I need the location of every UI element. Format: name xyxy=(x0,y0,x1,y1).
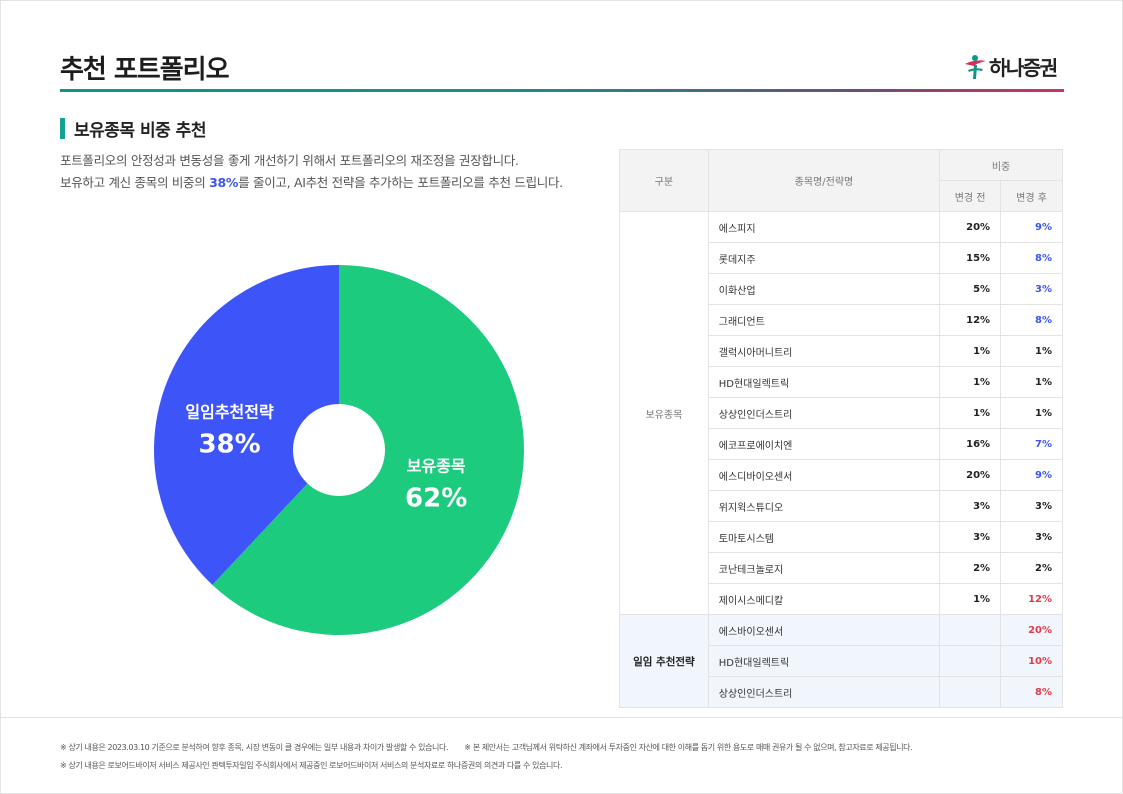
weight-after: 1% xyxy=(1000,397,1063,429)
donut-hole xyxy=(293,404,385,496)
weight-before: 1% xyxy=(939,583,1002,615)
weight-after: 8% xyxy=(1000,676,1063,708)
stock-name: 그래디언트 xyxy=(707,304,941,336)
stock-name: 위지윅스튜디오 xyxy=(707,490,941,522)
description-line-1: 포트폴리오의 안정성과 변동성을 좋게 개선하기 위해서 포트폴리오의 재조정을… xyxy=(60,153,519,168)
footer-note-1: ※ 상기 내용은 2023.03.10 기준으로 분석하여 향후 종목, 시장 … xyxy=(60,742,913,753)
header-after: 변경 후 xyxy=(1000,180,1063,212)
footer-note-1b: ※ 본 제안서는 고객님께서 위탁하신 계좌에서 투자중인 자산에 대한 이해를… xyxy=(464,743,913,752)
weight-table: 구분 종목명/전략명 비중 변경 전 변경 후 보유종목 에스피지 20% 9% 롯데지… xyxy=(619,149,1063,708)
description-line-2: 보유하고 계신 종목의 비중의 38%를 줄이고, AI추천 전략을 추가하는 … xyxy=(60,172,563,194)
brand-logo: 하나증권 xyxy=(962,52,1058,81)
weight-before: 1% xyxy=(939,366,1002,398)
weight-before xyxy=(939,614,1002,646)
stock-name: 이화산업 xyxy=(707,273,941,305)
footer-note-1a: ※ 상기 내용은 2023.03.10 기준으로 분석하여 향후 종목, 시장 … xyxy=(60,743,449,752)
weight-after: 10% xyxy=(1000,645,1063,677)
holding-row: 그래디언트 12% 8% xyxy=(620,304,1063,336)
weight-after: 3% xyxy=(1000,273,1063,305)
weight-before: 5% xyxy=(939,273,1002,305)
holding-row: 위지윅스튜디오 3% 3% xyxy=(620,490,1063,522)
pie-label: 일임추천전략 xyxy=(185,403,274,422)
recommended-row: 일임 추천전략 에스바이오센서 20% xyxy=(619,614,1063,708)
holding-row: 롯데지주 15% 8% xyxy=(620,242,1063,274)
stock-name: 제이시스메디칼 xyxy=(707,583,941,615)
stock-name: 에스디바이오센서 xyxy=(707,459,941,491)
footer-note-2: ※ 상기 내용은 로보어드바이저 서비스 제공사인 콴텍투자일임 주식회사에서 … xyxy=(60,761,563,770)
holding-row: 이화산업 5% 3% xyxy=(620,273,1063,305)
strategy-name: 상상인인더스트리 xyxy=(707,676,941,708)
pie-slice-recommended xyxy=(154,265,339,585)
pie-value-label: 38% xyxy=(198,430,260,460)
title-divider xyxy=(60,89,1064,92)
stock-name: 갤럭시아머니트리 xyxy=(707,335,941,367)
holding-row: 보유종목 에스피지 20% 9% xyxy=(619,211,1063,615)
weight-before: 3% xyxy=(939,521,1002,553)
weight-after: 2% xyxy=(1000,552,1063,584)
weight-before: 1% xyxy=(939,335,1002,367)
weight-after: 9% xyxy=(1000,459,1063,491)
stock-name: HD현대일렉트릭 xyxy=(707,366,941,398)
weight-after: 9% xyxy=(1000,211,1063,243)
stock-name: 토마토시스템 xyxy=(707,521,941,553)
weight-before: 2% xyxy=(939,552,1002,584)
recommended-row: 상상인인더스트리 8% xyxy=(620,676,1063,708)
weight-before: 20% xyxy=(939,211,1002,243)
desc-pre: 보유하고 계신 종목의 비중의 xyxy=(60,175,210,190)
category-recommended: 일임 추천전략 xyxy=(619,614,709,708)
strategy-name: 에스바이오센서 xyxy=(707,614,941,646)
weight-before: 3% xyxy=(939,490,1002,522)
portfolio-pie-chart: 보유종목 62% 일임추천전략 38% xyxy=(154,265,524,635)
stock-name: 상상인인더스트리 xyxy=(707,397,941,429)
weight-after: 1% xyxy=(1000,335,1063,367)
weight-after: 3% xyxy=(1000,490,1063,522)
brand-name: 하나증권 xyxy=(989,56,1058,80)
header-category: 구분 xyxy=(619,149,709,212)
holding-row: 토마토시스템 3% 3% xyxy=(620,521,1063,553)
header-weight: 비중 xyxy=(939,149,1063,181)
section-marker xyxy=(60,118,65,139)
weight-after: 8% xyxy=(1000,242,1063,274)
footer-divider xyxy=(0,717,1123,718)
stock-name: 에코프로에이치엔 xyxy=(707,428,941,460)
weight-before: 20% xyxy=(939,459,1002,491)
stock-name: 코난테크놀로지 xyxy=(707,552,941,584)
section-title: 보유종목 비중 추천 xyxy=(74,121,206,141)
weight-before: 12% xyxy=(939,304,1002,336)
header-name: 종목명/전략명 xyxy=(707,149,941,212)
weight-before xyxy=(939,645,1002,677)
description: 포트폴리오의 안정성과 변동성을 좋게 개선하기 위해서 포트폴리오의 재조정을… xyxy=(60,150,563,194)
hana-logo-icon xyxy=(965,54,986,79)
stock-name: 롯데지주 xyxy=(707,242,941,274)
weight-after: 20% xyxy=(1000,614,1063,646)
header-before: 변경 전 xyxy=(939,180,1002,212)
weight-before: 15% xyxy=(939,242,1002,274)
weight-before: 16% xyxy=(939,428,1002,460)
pie-label: 보유종목 xyxy=(407,457,466,476)
stock-name: 에스피지 xyxy=(707,211,941,243)
weight-after: 7% xyxy=(1000,428,1063,460)
page-title: 추천 포트폴리오 xyxy=(60,55,229,85)
holding-row: 제이시스메디칼 1% 12% xyxy=(620,583,1063,615)
weight-after: 3% xyxy=(1000,521,1063,553)
desc-highlight: 38% xyxy=(209,175,239,190)
weight-after: 8% xyxy=(1000,304,1063,336)
weight-before: 1% xyxy=(939,397,1002,429)
strategy-name: HD현대일렉트릭 xyxy=(707,645,941,677)
recommended-row: HD현대일렉트릭 10% xyxy=(620,645,1063,677)
holding-row: 코난테크놀로지 2% 2% xyxy=(620,552,1063,584)
section-heading: 보유종목 비중 추천 xyxy=(60,116,206,141)
pie-value-label: 62% xyxy=(405,484,467,514)
weight-after: 1% xyxy=(1000,366,1063,398)
category-holdings: 보유종목 xyxy=(619,211,709,615)
weight-after: 12% xyxy=(1000,583,1063,615)
weight-before xyxy=(939,676,1002,708)
desc-post: 를 줄이고, AI추천 전략을 추가하는 포트폴리오를 추천 드립니다. xyxy=(238,175,563,190)
